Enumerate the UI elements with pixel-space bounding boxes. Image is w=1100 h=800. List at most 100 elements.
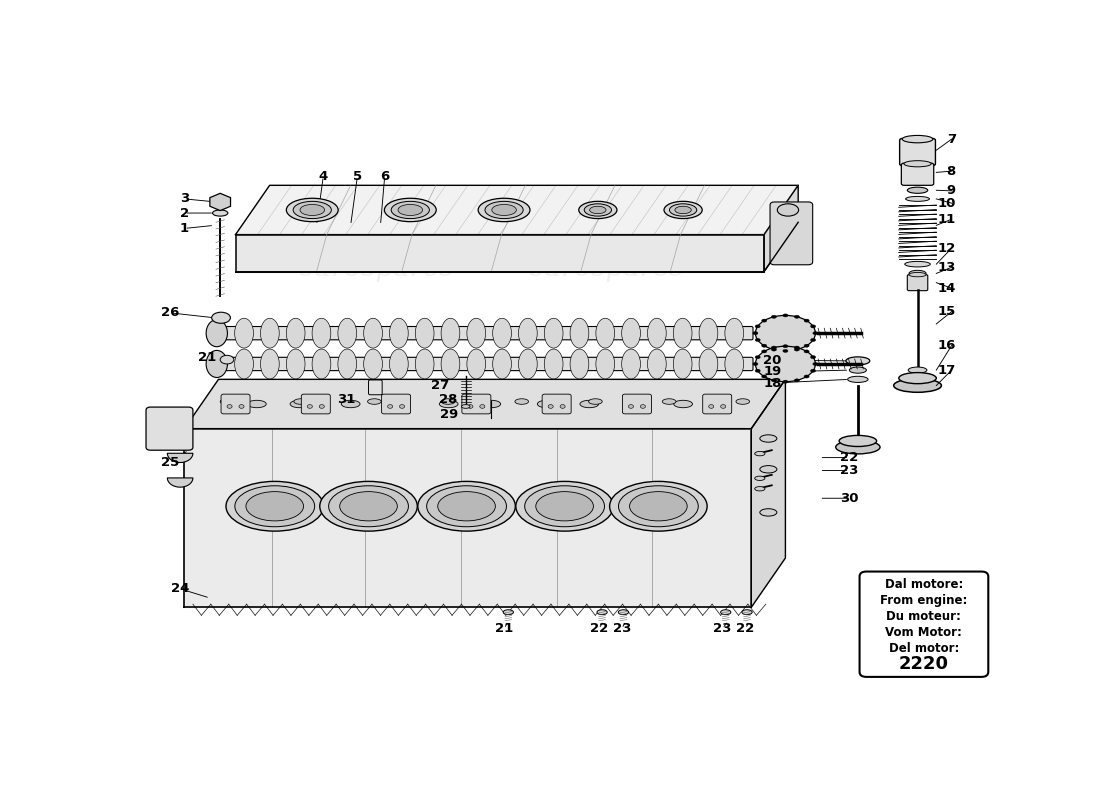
FancyBboxPatch shape bbox=[859, 571, 988, 677]
Ellipse shape bbox=[804, 319, 810, 322]
Ellipse shape bbox=[846, 357, 870, 365]
Ellipse shape bbox=[227, 405, 232, 408]
Polygon shape bbox=[235, 186, 799, 234]
Ellipse shape bbox=[631, 400, 650, 408]
Ellipse shape bbox=[675, 206, 691, 214]
Text: 17: 17 bbox=[937, 364, 956, 377]
Ellipse shape bbox=[466, 318, 485, 348]
Ellipse shape bbox=[536, 492, 593, 521]
Ellipse shape bbox=[771, 379, 777, 382]
Ellipse shape bbox=[468, 405, 473, 408]
Ellipse shape bbox=[904, 262, 931, 267]
Ellipse shape bbox=[212, 210, 228, 216]
Ellipse shape bbox=[761, 344, 767, 347]
Ellipse shape bbox=[794, 315, 800, 318]
Text: 23: 23 bbox=[713, 622, 732, 635]
Ellipse shape bbox=[908, 187, 927, 194]
Ellipse shape bbox=[329, 486, 408, 526]
Ellipse shape bbox=[418, 482, 515, 531]
FancyBboxPatch shape bbox=[623, 394, 651, 414]
Ellipse shape bbox=[480, 405, 485, 408]
Text: Du moteur:: Du moteur: bbox=[887, 610, 961, 622]
Ellipse shape bbox=[438, 492, 495, 521]
Ellipse shape bbox=[286, 318, 305, 348]
Polygon shape bbox=[764, 186, 799, 271]
Ellipse shape bbox=[341, 400, 360, 408]
Text: 20: 20 bbox=[763, 354, 782, 366]
Ellipse shape bbox=[648, 318, 667, 348]
Ellipse shape bbox=[756, 346, 815, 382]
Ellipse shape bbox=[752, 362, 758, 366]
Ellipse shape bbox=[367, 398, 382, 404]
Ellipse shape bbox=[811, 370, 816, 372]
Text: eurospares: eurospares bbox=[298, 255, 454, 282]
Ellipse shape bbox=[664, 202, 702, 218]
Text: 22: 22 bbox=[590, 622, 608, 635]
Ellipse shape bbox=[673, 318, 692, 348]
Ellipse shape bbox=[811, 338, 816, 342]
Text: 18: 18 bbox=[763, 377, 782, 390]
Ellipse shape bbox=[294, 202, 331, 218]
FancyBboxPatch shape bbox=[908, 274, 927, 290]
FancyBboxPatch shape bbox=[462, 394, 491, 414]
Ellipse shape bbox=[320, 482, 417, 531]
Ellipse shape bbox=[544, 349, 563, 379]
Ellipse shape bbox=[239, 405, 244, 408]
Ellipse shape bbox=[783, 345, 788, 348]
Ellipse shape bbox=[755, 338, 760, 342]
Text: 2: 2 bbox=[179, 206, 189, 219]
Ellipse shape bbox=[392, 202, 429, 218]
FancyBboxPatch shape bbox=[301, 394, 330, 414]
Ellipse shape bbox=[893, 378, 942, 392]
Ellipse shape bbox=[909, 367, 927, 373]
Ellipse shape bbox=[338, 318, 356, 348]
FancyBboxPatch shape bbox=[226, 358, 754, 370]
Ellipse shape bbox=[628, 405, 634, 408]
Ellipse shape bbox=[755, 476, 764, 481]
Ellipse shape bbox=[670, 204, 696, 216]
Ellipse shape bbox=[544, 318, 563, 348]
Ellipse shape bbox=[312, 349, 331, 379]
Ellipse shape bbox=[462, 405, 470, 408]
Ellipse shape bbox=[662, 398, 675, 404]
Text: eurospares: eurospares bbox=[528, 422, 684, 448]
Text: From engine:: From engine: bbox=[880, 594, 968, 607]
Ellipse shape bbox=[340, 492, 397, 521]
Ellipse shape bbox=[794, 346, 800, 349]
Ellipse shape bbox=[398, 205, 422, 215]
Ellipse shape bbox=[794, 348, 800, 351]
Ellipse shape bbox=[493, 318, 512, 348]
Ellipse shape bbox=[741, 610, 752, 614]
Ellipse shape bbox=[755, 451, 764, 456]
Text: 28: 28 bbox=[440, 393, 458, 406]
Ellipse shape bbox=[226, 482, 323, 531]
Ellipse shape bbox=[492, 205, 516, 215]
Ellipse shape bbox=[725, 349, 744, 379]
Ellipse shape bbox=[756, 315, 815, 351]
Polygon shape bbox=[185, 379, 785, 429]
Ellipse shape bbox=[548, 405, 553, 408]
Ellipse shape bbox=[736, 398, 749, 404]
Ellipse shape bbox=[648, 349, 667, 379]
Ellipse shape bbox=[570, 349, 589, 379]
Ellipse shape bbox=[794, 379, 800, 382]
Ellipse shape bbox=[294, 398, 308, 404]
Ellipse shape bbox=[416, 318, 434, 348]
Ellipse shape bbox=[783, 380, 788, 383]
Ellipse shape bbox=[755, 325, 760, 328]
Text: 25: 25 bbox=[161, 456, 179, 469]
Wedge shape bbox=[167, 454, 192, 462]
Ellipse shape bbox=[755, 486, 764, 491]
Text: Vom Motor:: Vom Motor: bbox=[886, 626, 962, 638]
Text: 21: 21 bbox=[495, 622, 514, 635]
Ellipse shape bbox=[804, 344, 810, 347]
Ellipse shape bbox=[597, 610, 607, 614]
Ellipse shape bbox=[752, 332, 758, 334]
Text: 29: 29 bbox=[440, 408, 458, 421]
Ellipse shape bbox=[234, 318, 253, 348]
Ellipse shape bbox=[760, 466, 777, 473]
FancyBboxPatch shape bbox=[900, 138, 935, 166]
Ellipse shape bbox=[206, 320, 228, 346]
Polygon shape bbox=[751, 379, 785, 607]
Ellipse shape bbox=[609, 482, 707, 531]
